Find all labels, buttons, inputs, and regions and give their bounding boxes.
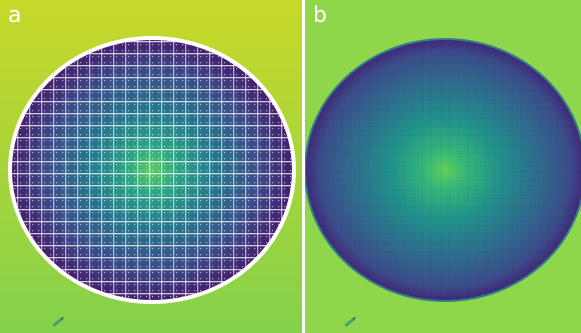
panel-label-a: a (8, 3, 22, 28)
panel-a: a (0, 0, 302, 333)
panel-divider (302, 0, 305, 333)
panel-a-image (0, 0, 302, 333)
panel-b: b (305, 0, 581, 333)
panel-label-b: b (313, 3, 327, 28)
pencil-icon (344, 316, 357, 328)
pencil-icon (52, 316, 65, 328)
panel-b-image (305, 0, 581, 333)
